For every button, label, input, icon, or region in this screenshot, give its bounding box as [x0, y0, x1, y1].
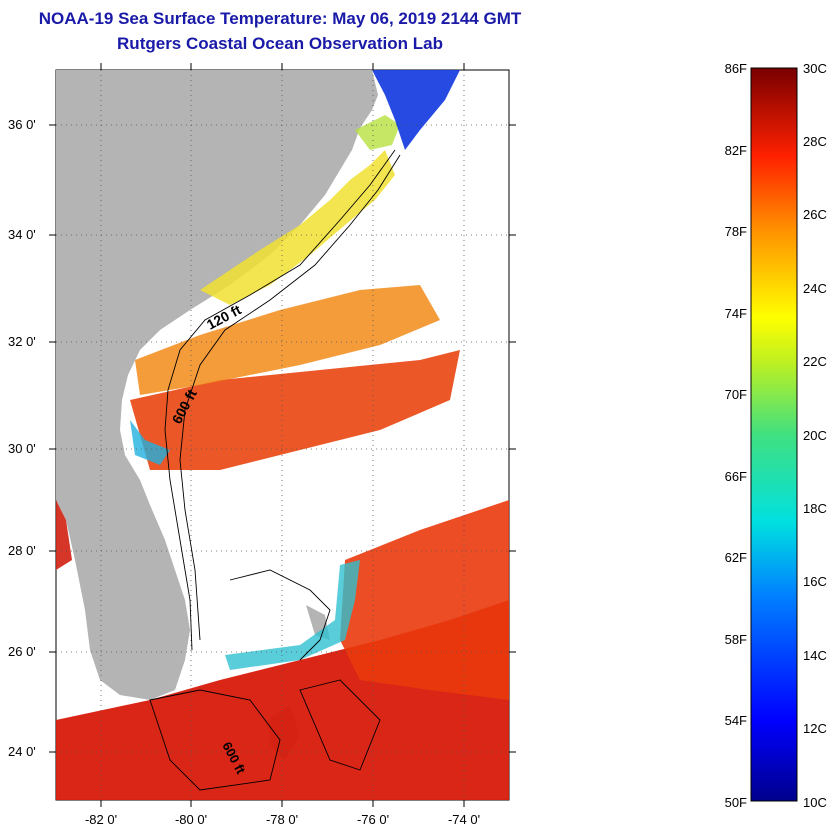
- colorbar-c-label: 10C: [803, 795, 827, 810]
- map-subtitle: Rutgers Coastal Ocean Observation Lab: [117, 34, 443, 53]
- colorbar-c-label: 26C: [803, 207, 827, 222]
- lon-label: -82 0': [84, 812, 118, 827]
- lon-label: -74 0': [447, 812, 481, 827]
- sst-cold-north: [372, 70, 460, 150]
- colorbar-c-label: 24C: [803, 281, 827, 296]
- sst-band-31n: [135, 285, 440, 395]
- colorbar-f-label: 66F: [724, 469, 747, 484]
- sst-cold-edge: [225, 560, 360, 670]
- colorbar: [750, 67, 798, 802]
- sst-band-30n: [130, 350, 460, 470]
- lat-label: 34 0': [8, 227, 36, 242]
- map-title: NOAA-19 Sea Surface Temperature: May 06,…: [38, 9, 522, 28]
- bathymetry-contours: [149, 149, 401, 791]
- colorbar-c-label: 22C: [803, 354, 827, 369]
- lat-label: 32 0': [8, 334, 36, 349]
- lat-label: 36 0': [8, 117, 36, 132]
- sst-warm-east: [340, 500, 509, 700]
- lat-label: 30 0': [8, 441, 36, 456]
- lon-label: -78 0': [265, 812, 299, 827]
- lat-label: 24 0': [8, 744, 36, 759]
- colorbar-c-label: 20C: [803, 428, 827, 443]
- colorbar-f-label: 58F: [724, 632, 747, 647]
- colorbar-f-label: 70F: [724, 387, 747, 402]
- tick-marks: [49, 63, 516, 807]
- colorbar-f-label: 74F: [724, 306, 747, 321]
- sst-nc-shelf: [355, 115, 400, 150]
- colorbar-c-label: 28C: [803, 134, 827, 149]
- sst-florida-west: [56, 500, 72, 570]
- colorbar-f-label: 86F: [724, 61, 747, 76]
- lat-label: 26 0': [8, 644, 36, 659]
- colorbar-c-label: 18C: [803, 501, 827, 516]
- colorbar-c-label: 12C: [803, 721, 827, 736]
- colorbar-f-label: 50F: [724, 795, 747, 810]
- colorbar-f-label: 62F: [724, 550, 747, 565]
- colorbar-f-label: 82F: [724, 143, 747, 158]
- lon-label: -76 0': [356, 812, 390, 827]
- sst-cold-edge: [130, 420, 170, 465]
- lon-label: -80 0': [174, 812, 208, 827]
- grid-lines: [56, 70, 509, 800]
- colorbar-f-label: 78F: [724, 224, 747, 239]
- lat-label: 28 0': [8, 543, 36, 558]
- sst-shelf-yellow: [200, 150, 395, 305]
- colorbar-c-label: 30C: [803, 61, 827, 76]
- colorbar-c-label: 14C: [803, 648, 827, 663]
- colorbar-f-label: 54F: [724, 713, 747, 728]
- colorbar-c-label: 16C: [803, 574, 827, 589]
